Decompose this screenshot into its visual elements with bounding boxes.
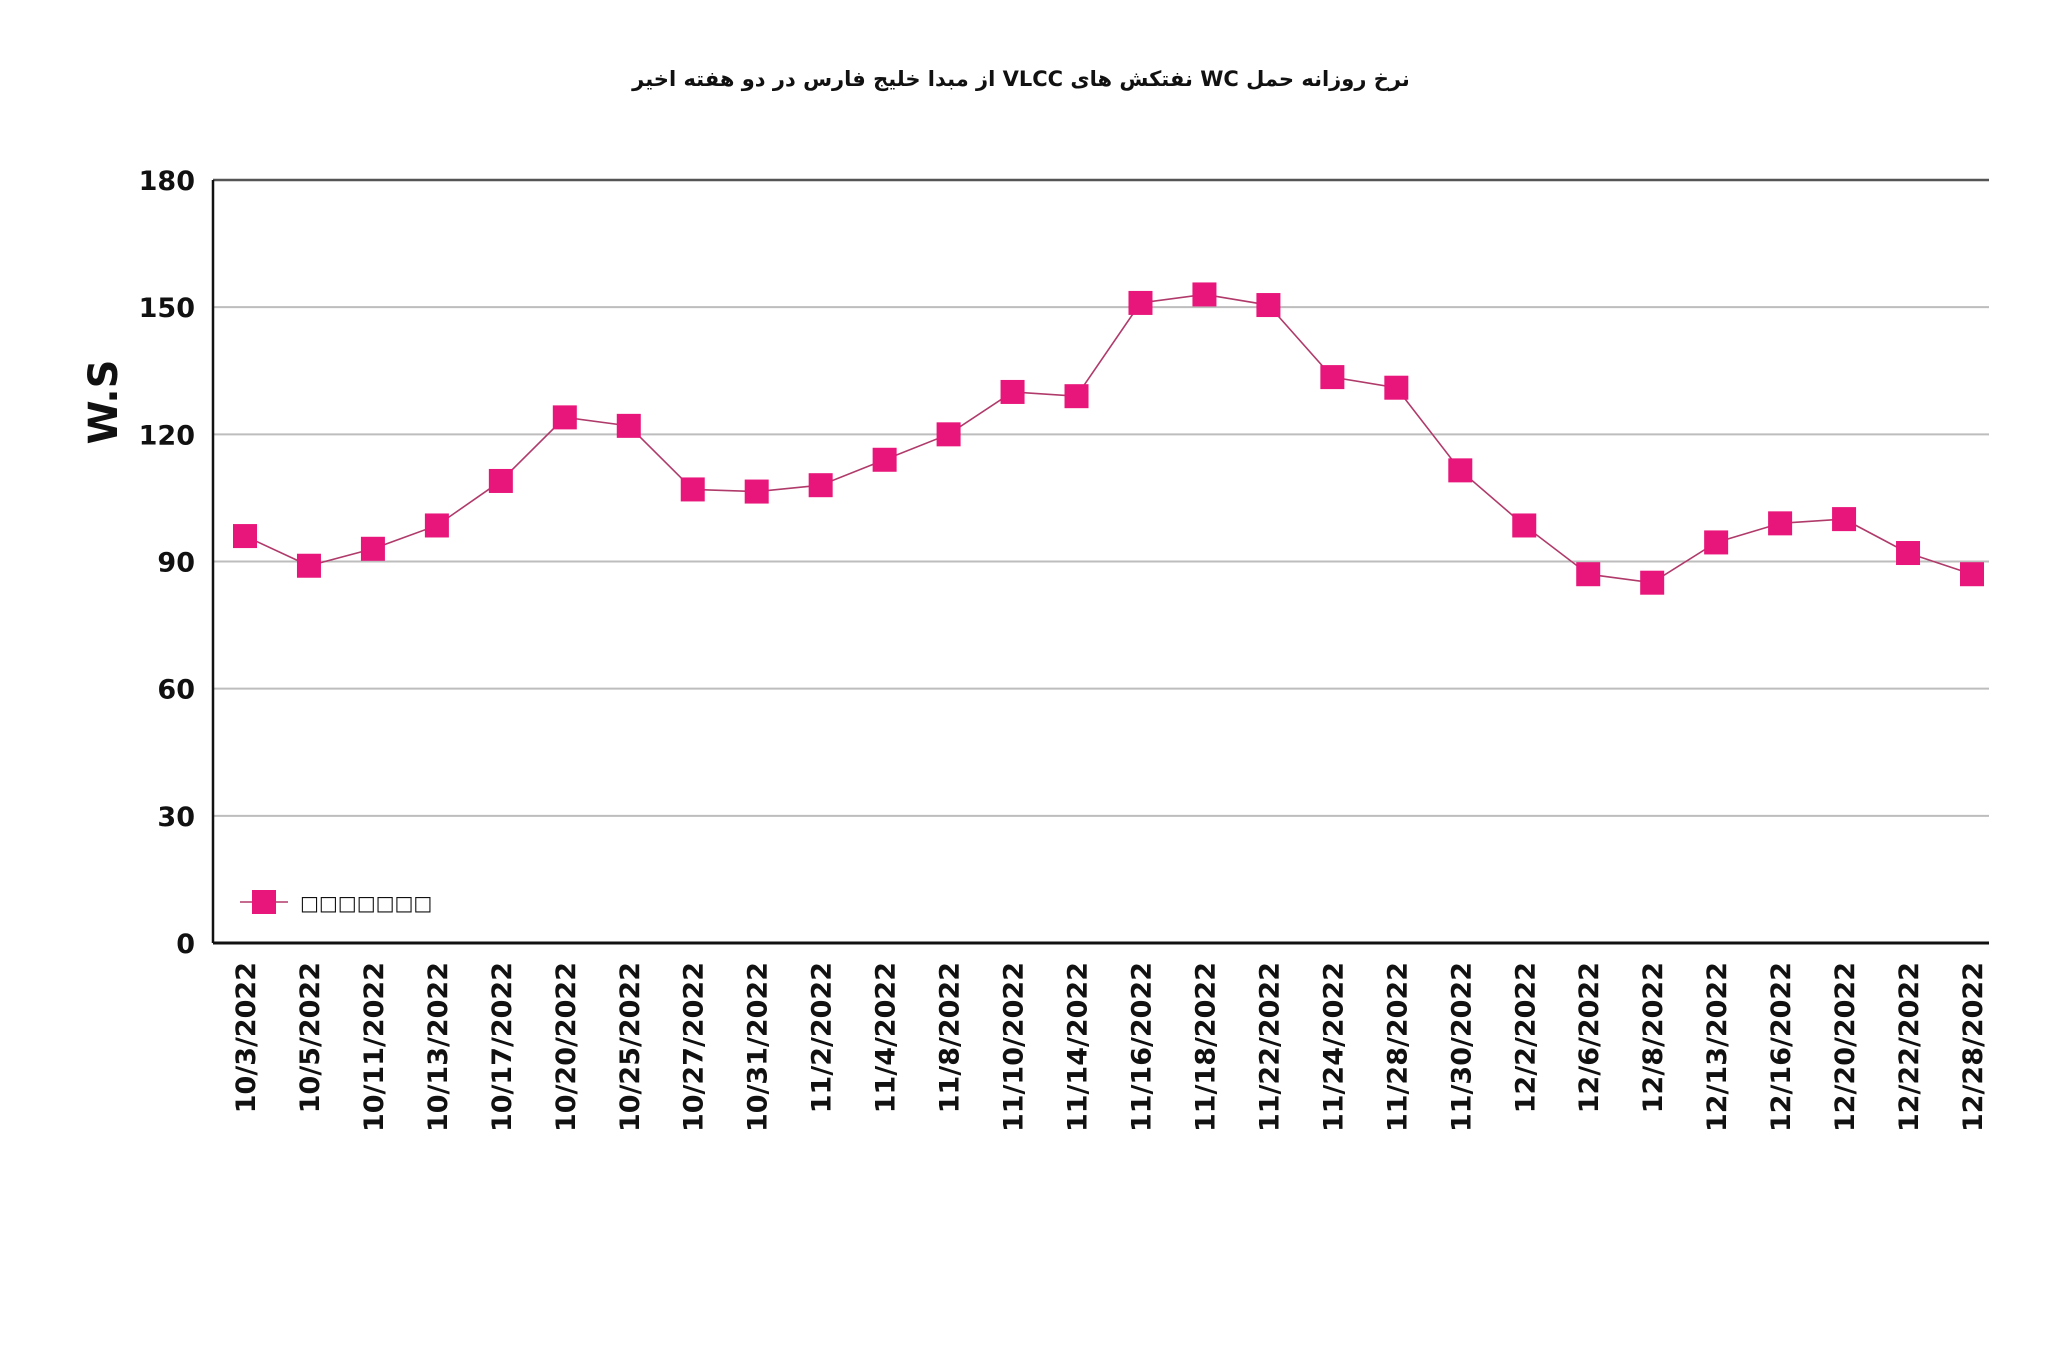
x-tick-label: 12/20/2022 <box>1830 962 1861 1132</box>
data-point <box>1832 507 1857 532</box>
x-tick-label: 11/18/2022 <box>1190 962 1221 1132</box>
data-point <box>1896 541 1921 566</box>
x-tick-label: 10/5/2022 <box>295 962 326 1113</box>
x-tick-label: 11/4/2022 <box>871 962 902 1113</box>
x-tick-label: 12/8/2022 <box>1638 962 1669 1113</box>
y-tick-label: 120 <box>139 420 195 451</box>
x-tick-label: 12/22/2022 <box>1894 962 1925 1132</box>
data-point <box>1192 282 1217 307</box>
data-point <box>808 473 833 498</box>
data-point <box>936 422 961 447</box>
data-point <box>680 477 705 502</box>
x-tick-label: 10/20/2022 <box>551 962 582 1132</box>
data-point <box>1384 375 1409 400</box>
x-tick-label: 11/28/2022 <box>1382 962 1413 1132</box>
y-tick-label: 90 <box>157 548 195 579</box>
data-point <box>1256 293 1281 318</box>
x-tick-label: 11/10/2022 <box>999 962 1030 1132</box>
x-tick-label: 12/28/2022 <box>1958 962 1989 1132</box>
x-tick-label: 11/24/2022 <box>1318 962 1349 1132</box>
data-point <box>744 479 769 504</box>
x-tick-label: 11/14/2022 <box>1063 962 1094 1132</box>
data-point <box>1704 530 1729 555</box>
y-tick-label: 0 <box>176 929 195 960</box>
x-tick-label: 11/16/2022 <box>1126 962 1157 1132</box>
data-point <box>488 468 513 493</box>
data-point <box>1064 384 1089 409</box>
y-tick-label: 30 <box>157 802 195 833</box>
x-tick-label: 12/13/2022 <box>1702 962 1733 1132</box>
x-tick-label: 12/6/2022 <box>1574 962 1605 1113</box>
x-tick-label: 10/31/2022 <box>743 962 774 1132</box>
data-point <box>872 447 897 472</box>
legend-marker <box>252 890 276 914</box>
chart-title: نرخ روزانه حمل WC نفتکش های VLCC از مبدا… <box>631 67 1410 91</box>
x-tick-label: 12/16/2022 <box>1766 962 1797 1132</box>
x-tick-label: 11/22/2022 <box>1254 962 1285 1132</box>
data-point <box>1320 365 1345 390</box>
data-point <box>296 553 321 578</box>
x-tick-label: 10/11/2022 <box>359 962 390 1132</box>
x-tick-label: 10/3/2022 <box>231 962 262 1113</box>
x-tick-label: 10/17/2022 <box>487 962 518 1132</box>
data-point <box>1576 562 1601 587</box>
y-tick-label: 60 <box>157 675 195 706</box>
x-tick-label: 10/25/2022 <box>615 962 646 1132</box>
x-tick-label: 11/2/2022 <box>807 962 838 1113</box>
data-point <box>1960 562 1984 587</box>
y-tick-label: 150 <box>139 293 195 324</box>
data-point <box>1512 513 1537 538</box>
legend-label: □□□□□□□ <box>300 891 432 915</box>
x-tick-label: 10/27/2022 <box>679 962 710 1132</box>
data-point <box>1448 458 1473 483</box>
data-point <box>360 536 385 561</box>
data-point <box>1128 290 1153 315</box>
data-point <box>424 513 449 538</box>
data-point <box>233 524 257 549</box>
x-tick-label: 11/30/2022 <box>1446 962 1477 1132</box>
x-tick-label: 11/8/2022 <box>935 962 966 1113</box>
data-point <box>1768 511 1793 536</box>
data-point <box>1000 379 1025 404</box>
y-tick-label: 180 <box>139 166 195 197</box>
y-axis-label: W.S <box>81 360 127 445</box>
series-line <box>244 293 1973 584</box>
data-point <box>552 405 577 430</box>
legend: □□□□□□□ <box>240 890 432 915</box>
data-point <box>1640 570 1665 595</box>
x-tick-label: 12/2/2022 <box>1510 962 1541 1113</box>
x-tick-label: 10/13/2022 <box>423 962 454 1132</box>
data-point <box>616 413 641 438</box>
